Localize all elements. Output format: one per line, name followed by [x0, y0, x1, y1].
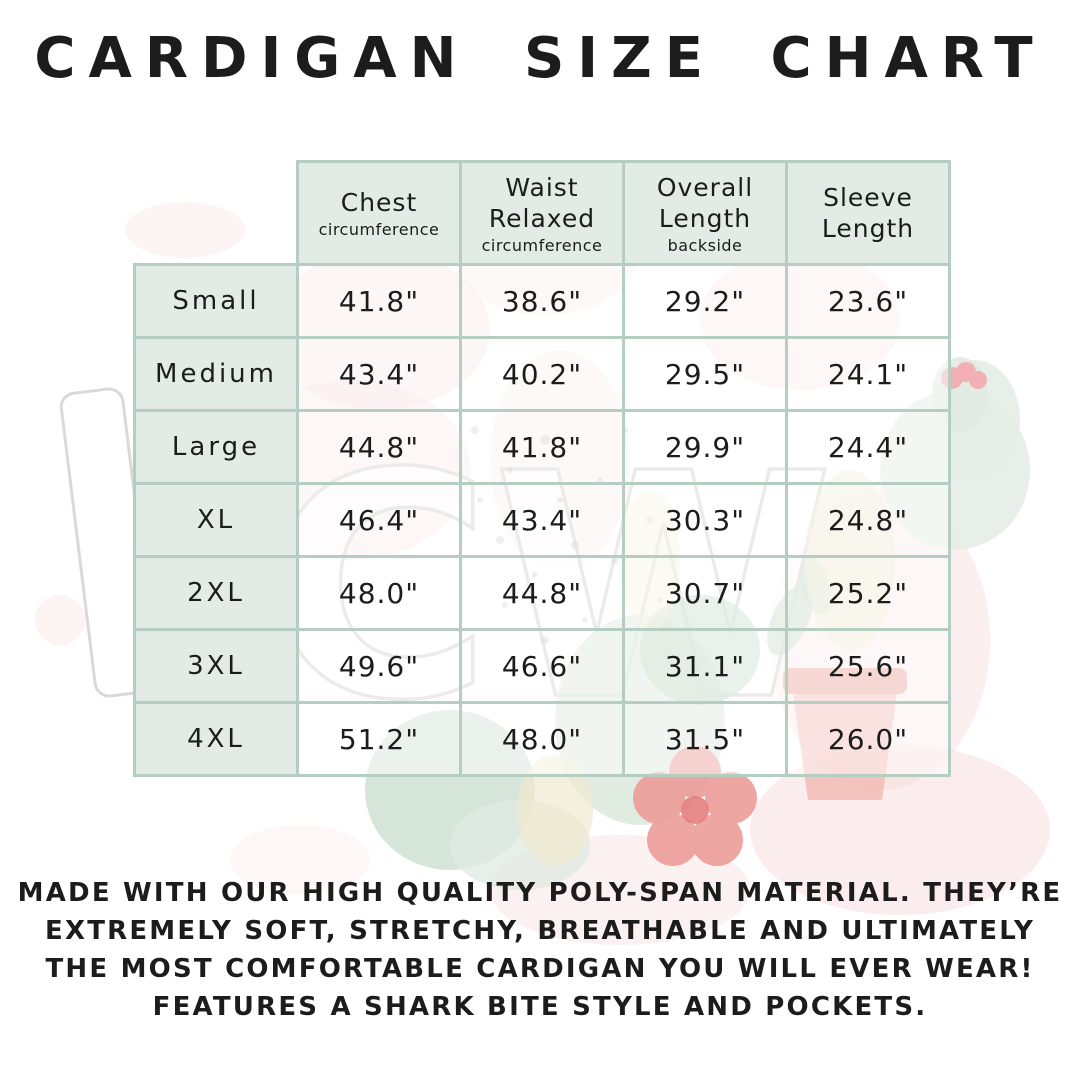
corner-cell	[135, 162, 298, 265]
table-row: Large 44.8" 41.8" 29.9" 24.4"	[133, 409, 951, 485]
size-label: 2XL	[133, 555, 299, 631]
column-header-label: Waist Relaxed	[488, 172, 596, 233]
measurement-value: 44.8"	[459, 555, 625, 631]
column-header-label: Sleeve Length	[821, 183, 915, 243]
measurement-value: 25.2"	[785, 555, 951, 631]
measurement-value: 31.1"	[622, 628, 788, 704]
measurement-value: 48.0"	[296, 555, 462, 631]
measurement-value: 23.6"	[785, 263, 951, 339]
table-row: 2XL 48.0" 44.8" 30.7" 25.2"	[133, 555, 951, 631]
column-header-sublabel: circumference	[318, 220, 440, 239]
column-header-sublabel: backside	[667, 235, 743, 255]
measurement-value: 41.8"	[296, 263, 462, 339]
description-line: MADE WITH OUR HIGH QUALITY POLY-SPAN MAT…	[17, 878, 1063, 908]
measurement-value: 43.4"	[296, 336, 462, 412]
measurement-value: 46.4"	[296, 482, 462, 558]
description-text: MADE WITH OUR HIGH QUALITY POLY-SPAN MAT…	[0, 874, 1080, 1026]
description-line: EXTREMELY SOFT, STRETCHY, BREATHABLE AND…	[44, 916, 1035, 946]
size-label: 3XL	[133, 628, 299, 704]
measurement-value: 29.9"	[622, 409, 788, 485]
measurement-value: 24.4"	[785, 409, 951, 485]
table-body: Small 41.8" 38.6" 29.2" 23.6" Medium 43.4" 40.2…	[133, 263, 951, 777]
measurement-value: 38.6"	[459, 263, 625, 339]
measurement-value: 24.8"	[785, 482, 951, 558]
column-header-2: Overall Length backside	[622, 160, 788, 266]
measurement-value: 29.2"	[622, 263, 788, 339]
size-chart-table: Chest circumference Waist Relaxed circumfere…	[133, 160, 951, 777]
measurement-value: 29.5"	[622, 336, 788, 412]
measurement-value: 43.4"	[459, 482, 625, 558]
column-header-0: Chest circumference	[296, 160, 462, 266]
column-header-1: Waist Relaxed circumference	[459, 160, 625, 266]
table-row: 3XL 49.6" 46.6" 31.1" 25.6"	[133, 628, 951, 704]
header-row: Chest circumference Waist Relaxed circumfere…	[135, 160, 951, 266]
table-row: 4XL 51.2" 48.0" 31.5" 26.0"	[133, 701, 951, 777]
measurement-value: 49.6"	[296, 628, 462, 704]
column-header-sublabel: circumference	[481, 235, 603, 255]
size-label: Small	[133, 263, 299, 339]
measurement-value: 24.1"	[785, 336, 951, 412]
measurement-value: 46.6"	[459, 628, 625, 704]
column-header-3: Sleeve Length	[785, 160, 951, 266]
size-label: Medium	[133, 336, 299, 412]
measurement-value: 30.3"	[622, 482, 788, 558]
description-line: FEATURES A SHARK BITE STYLE AND POCKETS.	[152, 992, 928, 1022]
measurement-value: 51.2"	[296, 701, 462, 777]
table-row: XL 46.4" 43.4" 30.3" 24.8"	[133, 482, 951, 558]
size-label: 4XL	[133, 701, 299, 777]
table-row: Small 41.8" 38.6" 29.2" 23.6"	[133, 263, 951, 339]
measurement-value: 48.0"	[459, 701, 625, 777]
measurement-value: 30.7"	[622, 555, 788, 631]
measurement-value: 26.0"	[785, 701, 951, 777]
size-label: XL	[133, 482, 299, 558]
measurement-value: 41.8"	[459, 409, 625, 485]
page-title: CARDIGAN SIZE CHART	[34, 26, 1046, 91]
measurement-value: 25.6"	[785, 628, 951, 704]
measurement-value: 44.8"	[296, 409, 462, 485]
description-line: THE MOST COMFORTABLE CARDIGAN YOU WILL E…	[45, 954, 1035, 984]
column-header-label: Overall Length	[656, 172, 754, 233]
table-row: Medium 43.4" 40.2" 29.5" 24.1"	[133, 336, 951, 412]
measurement-value: 31.5"	[622, 701, 788, 777]
size-label: Large	[133, 409, 299, 485]
measurement-value: 40.2"	[459, 336, 625, 412]
column-header-label: Chest	[340, 188, 418, 217]
